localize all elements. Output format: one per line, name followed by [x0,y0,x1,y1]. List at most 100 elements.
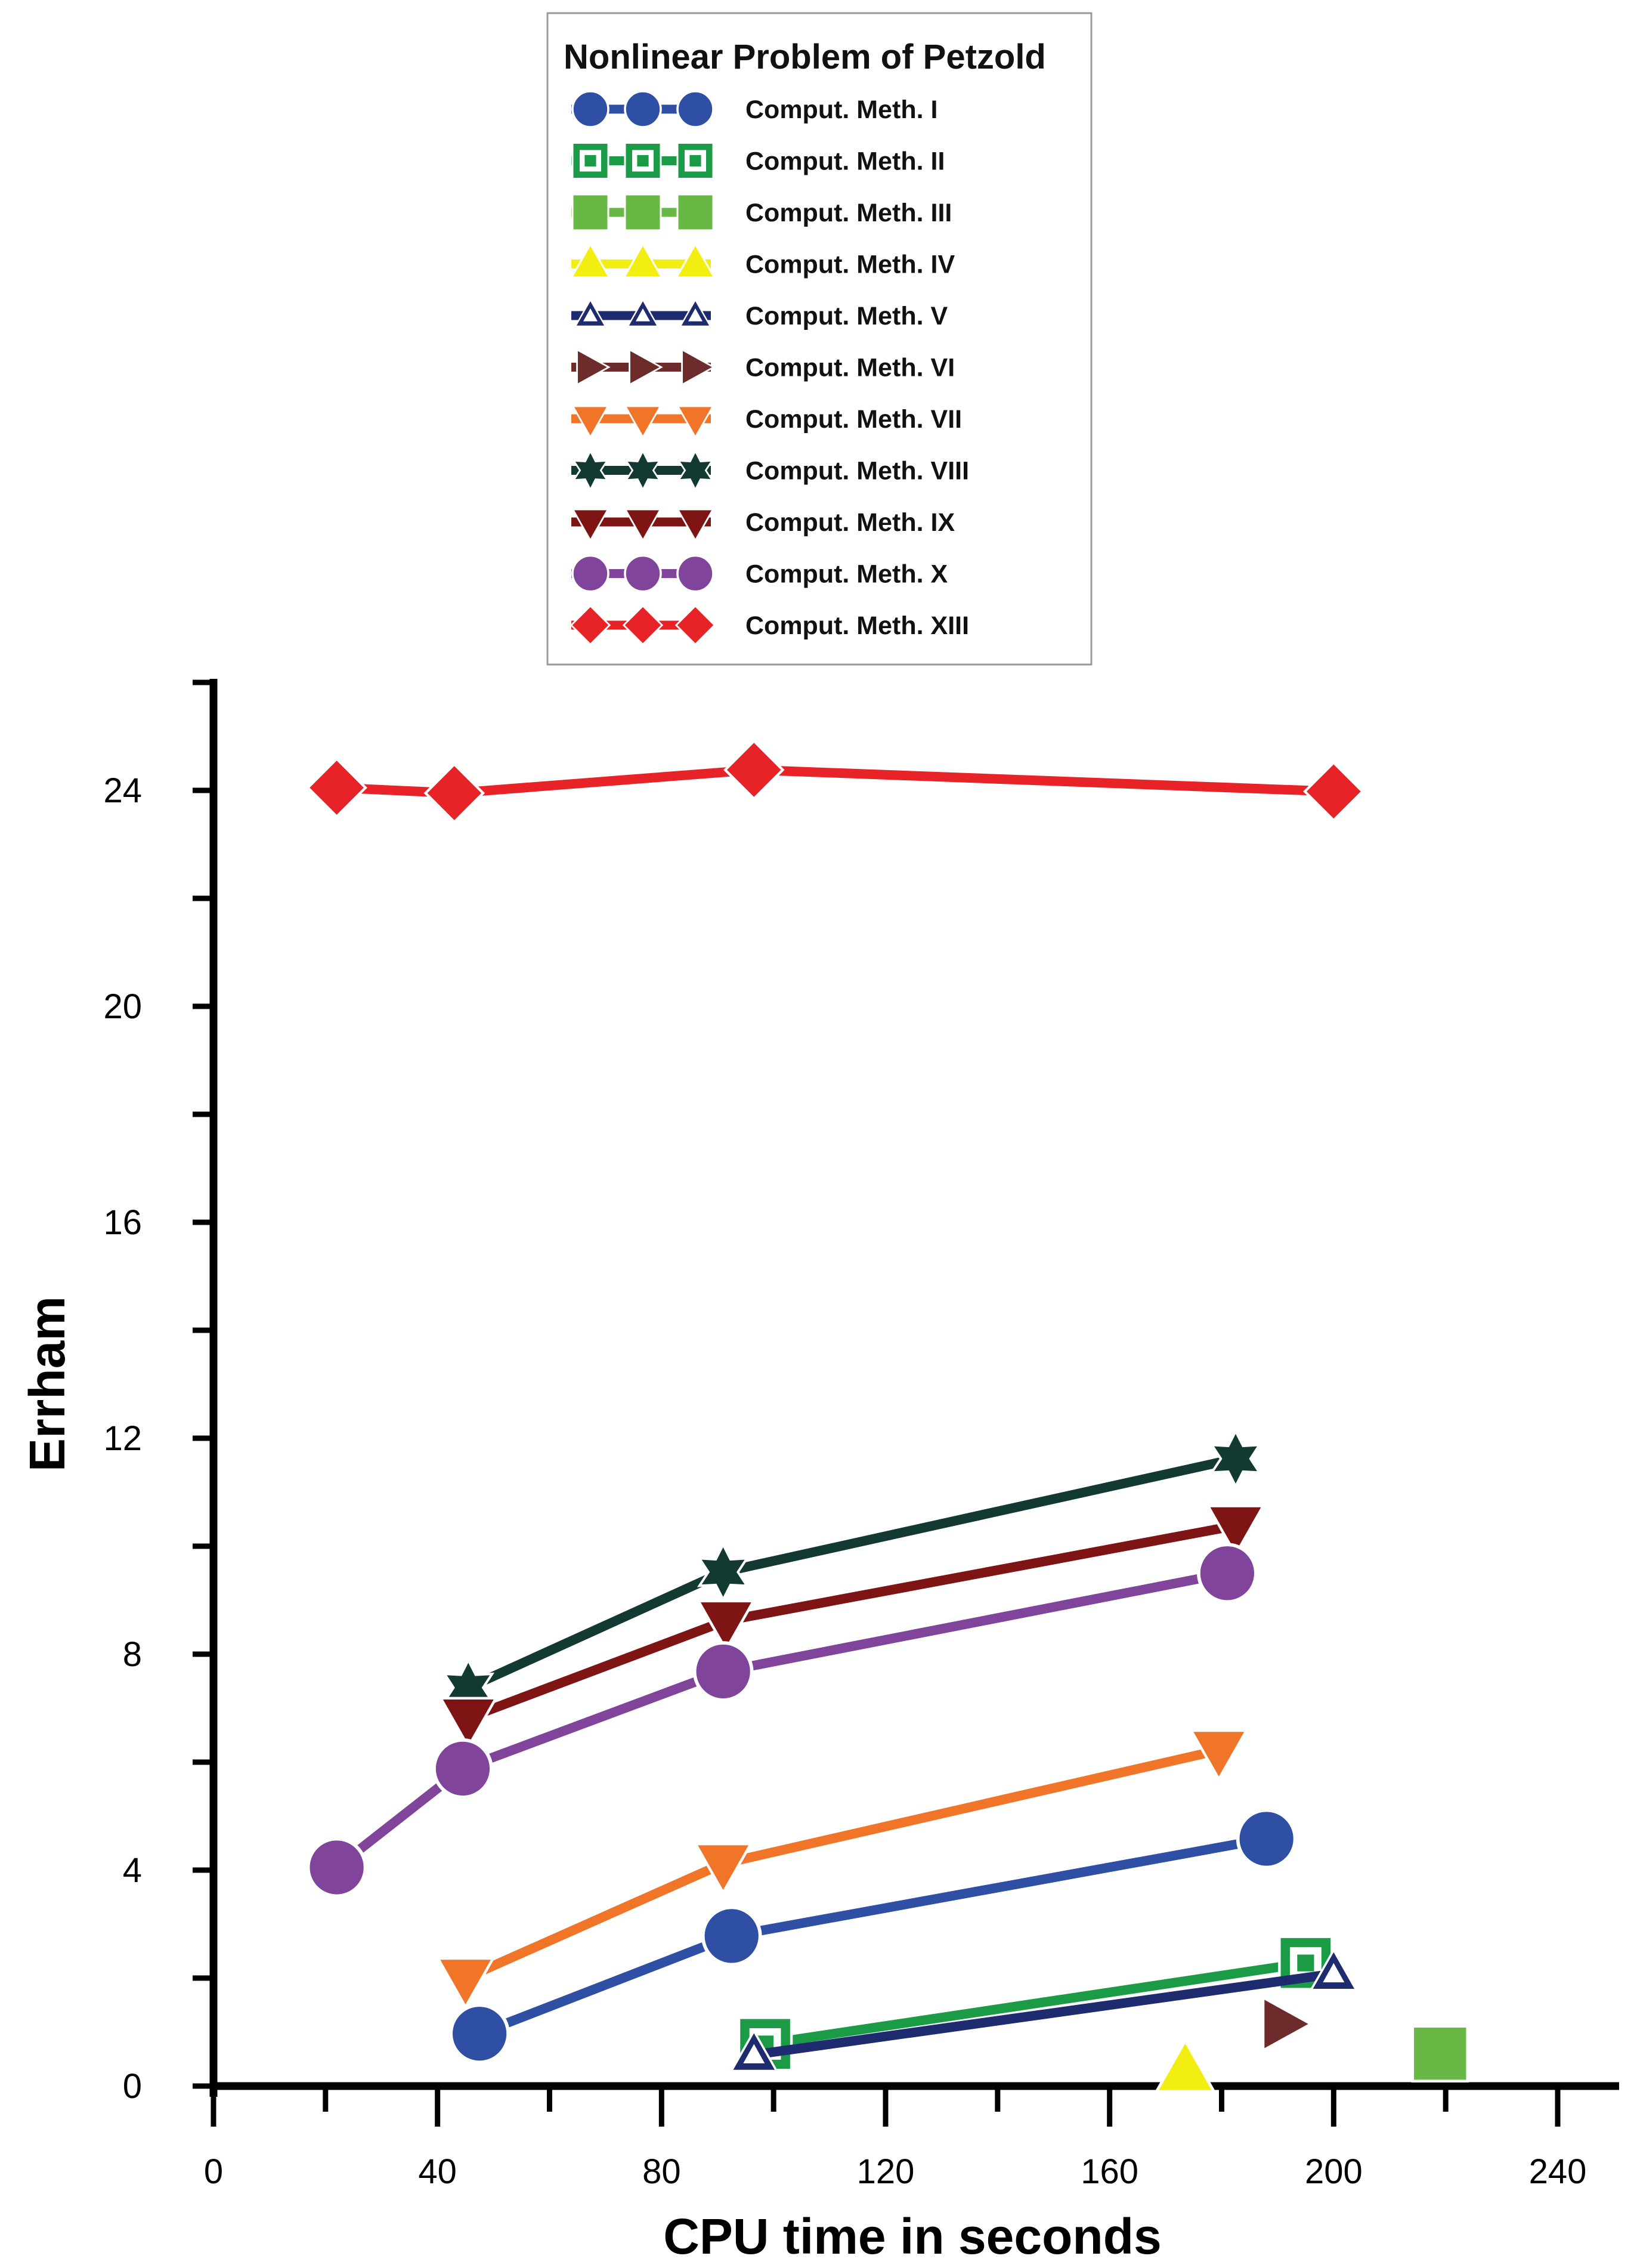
x-tick-label: 120 [857,2152,915,2191]
x-tick-label: 80 [642,2152,681,2191]
legend-swatch-marker [681,348,716,387]
data-point [449,2003,510,2065]
legend-swatch-marker [576,348,611,387]
y-tick-label: 20 [103,987,142,1026]
series-7 [435,1729,1249,2010]
y-tick-label: 0 [123,2067,142,2106]
legend-swatch-marker [624,554,662,593]
legend-swatch-marker [629,348,663,387]
legend-item: Comput. Meth. II [571,142,945,180]
legend-swatch-marker [676,90,714,128]
data-point [1209,1428,1262,1489]
legend-swatch-marker [571,554,609,593]
legend-swatch-marker [677,449,714,492]
legend-item: Comput. Meth. IV [570,242,955,279]
x-ticks: 0 40 80 120 160 200 240 [204,2086,1587,2191]
axes: 0 4 8 12 16 20 24 0 40 80 120 160 200 240 CPU time i… [19,679,1619,2264]
legend-label: Comput. Meth. VI [745,354,955,382]
data-point [1197,1543,1258,1604]
series-line [753,1969,1335,2060]
legend-swatch-marker [571,508,609,542]
legend-swatch-marker [676,554,714,593]
data-point [729,2029,779,2072]
data-point [435,1957,496,2010]
series-1 [449,1808,1297,2065]
series-11 [306,739,1364,824]
legend-item: Comput. Meth. X [571,554,948,593]
legend-swatch-marker [622,242,664,279]
legend-label: Comput. Meth. I [745,95,937,124]
legend-swatch-marker [626,298,660,327]
legend-swatch-marker [624,193,662,231]
data-point [1411,2025,1469,2082]
legend-swatch-marker [570,242,611,279]
series-line [764,1958,1307,2049]
series-9 [438,1504,1265,1750]
data-point [306,1837,367,1898]
legend-swatch-marker [571,193,609,231]
data-point [1154,2038,1217,2093]
legend-item: Comput. Meth. VI [571,348,955,387]
legend-swatch-marker [624,449,661,492]
data-point [432,1738,493,1799]
series-line [333,1568,1228,1871]
legend-label: Comput. Meth. VIII [745,457,969,486]
plot-area [306,739,1469,2093]
x-tick-label: 40 [418,2152,457,2191]
y-tick-label: 12 [103,1419,142,1458]
legend-label: Comput. Meth. II [745,147,945,176]
legend-swatch-marker [624,508,662,542]
y-tick-label: 24 [103,771,142,810]
series-4 [1154,2038,1217,2093]
legend-label: Comput. Meth. VII [745,405,962,434]
data-point [1303,761,1364,823]
legend-label: Comput. Meth. XIII [745,611,969,640]
legend-swatch-marker [571,405,609,439]
data-point [306,757,367,818]
legend-item: Comput. Meth. III [571,193,952,231]
data-point [1206,1504,1265,1558]
data-point [1262,1995,1314,2053]
data-point [1189,1729,1249,1782]
data-point [692,1641,754,1702]
legend-swatch-marker [674,242,716,279]
legend-swatch-marker [676,142,714,180]
legend: Nonlinear Problem of Petzold Comput. Met… [546,12,1093,666]
legend-label: Comput. Meth. III [745,199,952,227]
data-point [1309,1948,1359,1991]
series-line [336,765,1334,798]
x-tick-label: 0 [204,2152,223,2191]
legend-item: Comput. Meth. V [571,298,948,330]
y-ticks: 0 4 8 12 16 20 24 [103,679,213,2106]
data-point [697,1541,750,1602]
series-10 [306,1543,1258,1898]
legend-swatch-marker [570,604,611,646]
legend-swatch-marker [572,449,609,492]
legend-swatch-marker [679,298,712,327]
y-tick-label: 4 [123,1851,142,1890]
legend-label: Comput. Meth. IV [745,251,955,279]
data-point [696,1599,756,1652]
legend-swatch-marker [674,604,716,646]
legend-swatch-marker [571,142,609,180]
legend-swatch-marker [624,405,662,439]
y-axis-label: Errham [19,1296,75,1472]
y-tick-label: 8 [123,1635,142,1674]
data-point [693,1842,753,1895]
legend-item: Comput. Meth. I [571,90,937,128]
legend-item: Comput. Meth. XIII [570,604,969,646]
legend-swatch-marker [676,508,714,542]
x-axis-label: CPU time in seconds [663,2208,1162,2264]
legend-swatch-marker [624,142,662,180]
legend-swatch-marker [624,90,662,128]
data-point [438,1697,499,1750]
series-5 [729,1948,1359,2072]
legend-label: Comput. Meth. X [745,560,948,589]
legend-item: Comput. Meth. VIII [571,449,969,492]
y-tick-label: 16 [103,1203,142,1242]
data-point [723,739,785,801]
legend-label: Comput. Meth. V [745,302,948,330]
legend-swatch-marker [571,90,609,128]
x-tick-label: 240 [1529,2152,1587,2191]
